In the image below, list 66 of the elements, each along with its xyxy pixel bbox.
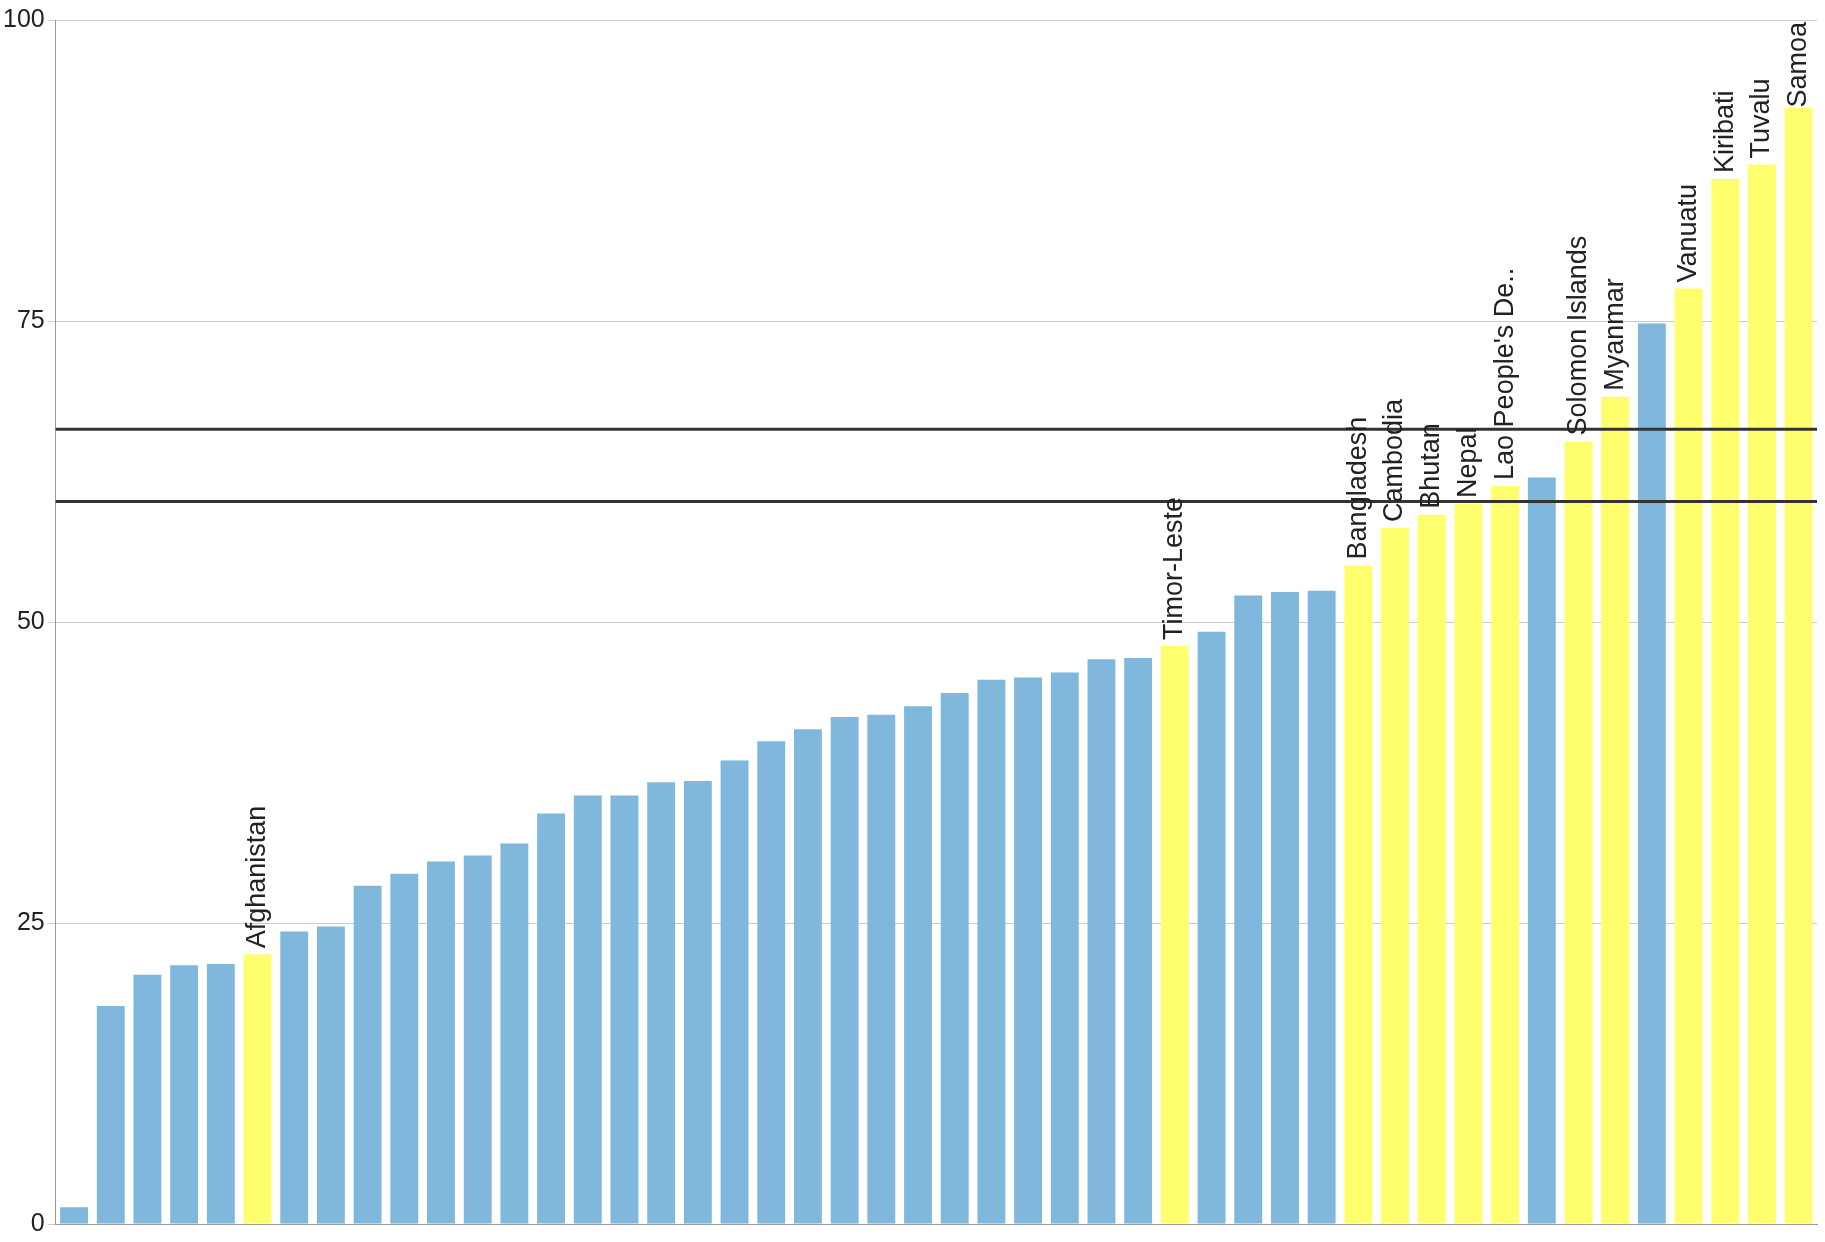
bar xyxy=(96,1006,125,1224)
bar xyxy=(683,780,712,1224)
x-tick-label: Samoa xyxy=(1782,21,1813,108)
bar xyxy=(867,714,896,1224)
bar xyxy=(830,717,859,1224)
x-tick-label: Nepal xyxy=(1451,427,1482,499)
bar xyxy=(280,931,309,1224)
bar xyxy=(1674,288,1703,1224)
bar xyxy=(793,729,822,1224)
bar xyxy=(1784,107,1813,1224)
x-tick-label: Myanmar xyxy=(1598,278,1629,391)
x-tick-label: Solomon Islands xyxy=(1561,235,1592,436)
bar xyxy=(1381,528,1409,1224)
bar xyxy=(1527,477,1556,1224)
bar xyxy=(647,782,676,1224)
x-tick-label: Vanuatu xyxy=(1672,183,1703,283)
bar xyxy=(904,706,932,1224)
bar xyxy=(500,843,529,1224)
bar xyxy=(757,741,786,1224)
x-tick-label: Bhutan xyxy=(1415,423,1446,509)
bar xyxy=(1271,591,1299,1224)
bar xyxy=(1601,396,1630,1224)
bar xyxy=(1234,595,1263,1224)
bar xyxy=(573,795,602,1224)
bar xyxy=(170,965,199,1224)
bar xyxy=(940,693,969,1224)
y-tick-label: 25 xyxy=(16,906,45,935)
x-tick-label: Bangladesh xyxy=(1341,416,1372,560)
y-tick-label: 50 xyxy=(16,605,45,634)
x-tick-label: Kiribati xyxy=(1708,90,1739,173)
bar xyxy=(133,974,162,1224)
x-tick-label: Lao People's De.. xyxy=(1488,267,1519,480)
x-tick-label: Cambodia xyxy=(1378,398,1409,523)
x-tick-label: Tuvalu xyxy=(1745,78,1776,159)
bar xyxy=(427,861,455,1224)
bar xyxy=(1160,646,1189,1224)
bar xyxy=(1050,672,1079,1224)
x-tick-label: Timor-Leste xyxy=(1158,497,1189,641)
bar xyxy=(610,795,639,1224)
bar xyxy=(316,926,345,1224)
bar xyxy=(1564,441,1593,1224)
y-tick-label: 100 xyxy=(2,3,45,32)
bar xyxy=(1454,504,1483,1224)
bar xyxy=(1711,178,1740,1224)
bar xyxy=(390,873,419,1224)
bar xyxy=(1014,677,1043,1224)
bar xyxy=(60,1207,88,1224)
bar xyxy=(1491,485,1520,1224)
bar xyxy=(1417,514,1446,1224)
bar xyxy=(206,963,235,1224)
bar xyxy=(1124,658,1153,1224)
bar xyxy=(720,760,749,1224)
bar xyxy=(1344,565,1373,1224)
bar xyxy=(1087,659,1116,1224)
bar xyxy=(1307,590,1336,1224)
bar xyxy=(1197,631,1226,1224)
bar xyxy=(1748,164,1776,1224)
y-tick-label: 75 xyxy=(16,304,45,333)
bar xyxy=(243,954,272,1224)
bar xyxy=(463,855,492,1224)
bar xyxy=(353,885,382,1224)
y-tick-label: 0 xyxy=(30,1207,45,1236)
bar xyxy=(537,813,566,1224)
bar xyxy=(977,679,1006,1224)
bar xyxy=(1637,323,1666,1224)
x-tick-label: Afghanistan xyxy=(240,805,271,949)
